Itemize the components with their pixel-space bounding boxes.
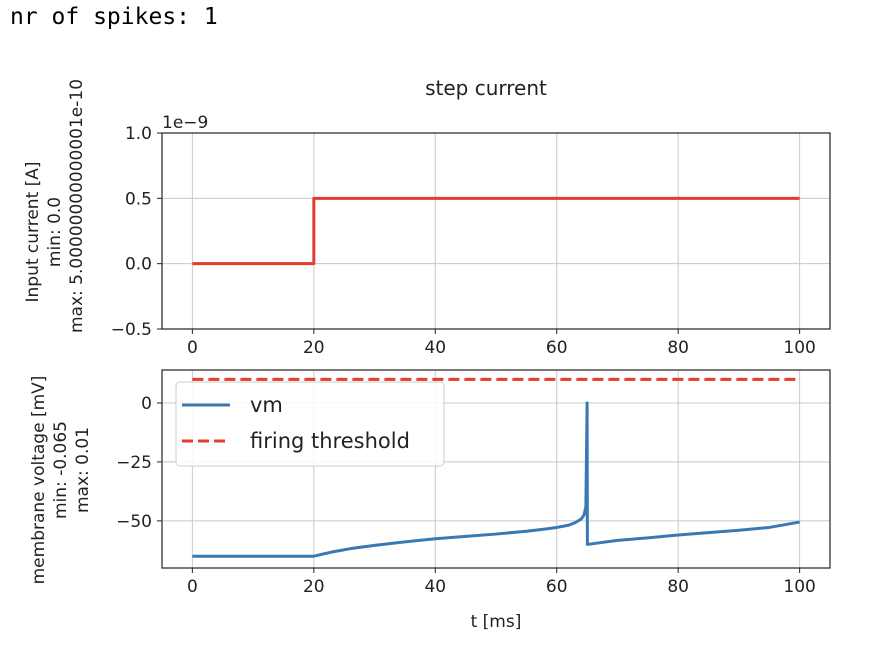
y-tick-label: 0.0 [125, 255, 152, 275]
y-axis-label-line-1: Input current [A] [23, 161, 43, 302]
y-tick-label: −0.5 [111, 320, 152, 340]
axes-frame [161, 369, 831, 569]
x-tick-label: 40 [424, 338, 446, 358]
y-axis-label-line-2: min: 0.0 [45, 197, 65, 267]
x-tick-label: 20 [303, 338, 325, 358]
membrane-voltage-panel: 0 20 40 60 80 100 −50 −25 0 t [ms] membrane volt… [29, 369, 831, 632]
x-tick-label: 80 [667, 338, 689, 358]
x-tick-label: 60 [546, 338, 568, 358]
tick-layer: 0 20 40 60 80 100 −0.5 0.0 0.5 1.0 [111, 124, 816, 358]
legend-label-vm: vm [250, 393, 283, 417]
x-tick-label: 0 [187, 338, 198, 358]
series-line-vm [192, 401, 800, 558]
y-tick-label: 0.5 [125, 189, 152, 209]
x-tick-label: 100 [783, 338, 815, 358]
y-tick-label: 0 [141, 394, 152, 414]
spike-count-output: nr of spikes: 1 [10, 4, 218, 30]
y-axis-label-line-3: max: 0.01 [73, 427, 93, 513]
y-axis-label-line-2: min: -0.065 [51, 421, 71, 519]
x-tick-label: 0 [187, 577, 198, 597]
y-tick-label: −50 [116, 512, 152, 532]
legend-label-threshold: firing threshold [250, 429, 410, 453]
input-current-panel: step current 1e−9 0 20 40 60 80 100 −0.5 0.0 0.5… [23, 76, 831, 358]
tick-layer: 0 20 40 60 80 100 −50 −25 0 [116, 394, 816, 597]
x-tick-label: 40 [424, 577, 446, 597]
series-layer [192, 196, 800, 266]
y-axis-label-line-1: membrane voltage [mV] [29, 376, 49, 585]
x-axis-label: t [ms] [471, 612, 522, 632]
chart-title: step current [425, 76, 547, 100]
x-tick-label: 100 [783, 577, 815, 597]
axes-frame [161, 132, 831, 330]
y-tick-label: 1.0 [125, 124, 152, 144]
series-line-input-current [192, 196, 800, 266]
y-offset-label: 1e−9 [162, 113, 208, 133]
legend: vm firing threshold [175, 381, 445, 467]
x-tick-label: 80 [667, 577, 689, 597]
x-tick-label: 60 [546, 577, 568, 597]
y-tick-label: −25 [116, 453, 152, 473]
x-tick-label: 20 [303, 577, 325, 597]
legend-box [175, 381, 445, 467]
series-layer [192, 377, 800, 558]
grid [162, 132, 830, 330]
y-axis-label-line-3: max: 5.00000000000001e-10 [67, 79, 87, 333]
